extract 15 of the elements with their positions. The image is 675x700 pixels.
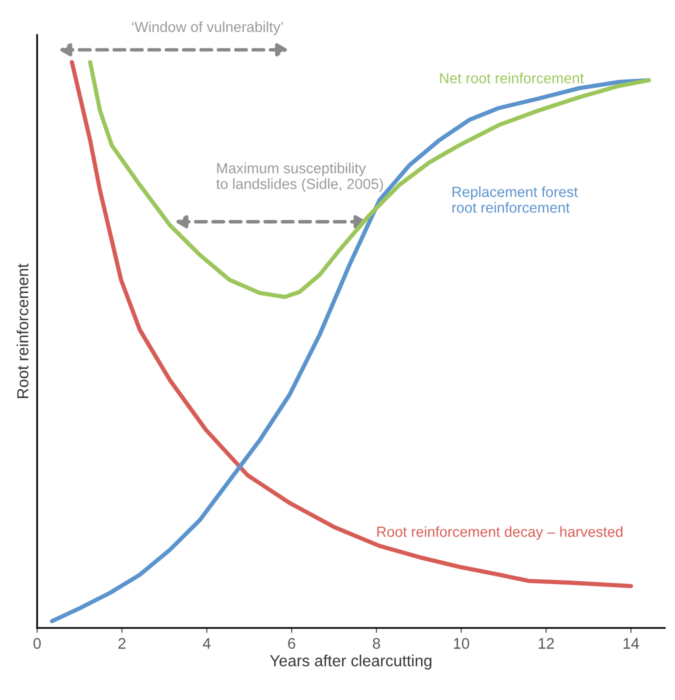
x-tick-label: 12 <box>538 638 554 649</box>
x-tick-label: 14 <box>624 638 639 649</box>
series-label: Root reinforcement decay – harvested <box>377 526 622 540</box>
series-label: Net root reinforcement <box>440 72 584 84</box>
x-tick-label: 8 <box>372 638 380 649</box>
x-tick-label: 10 <box>454 638 470 649</box>
x-tick-label: 6 <box>288 638 296 649</box>
x-tick-label: 0 <box>33 638 41 649</box>
y-axis-title: Root reinforcement <box>16 264 28 398</box>
text: ‘Window of vulnerabilty’ <box>132 21 283 35</box>
x-tick-label: 2 <box>118 638 126 649</box>
x-axis-title: Years after clearcutting <box>270 654 432 670</box>
x-tick-label: 4 <box>202 638 211 649</box>
text: Replacement forest root reinforcement <box>452 186 578 213</box>
annotation: Maximum susceptibility to landslides (Sidle, 2005) <box>216 162 383 192</box>
